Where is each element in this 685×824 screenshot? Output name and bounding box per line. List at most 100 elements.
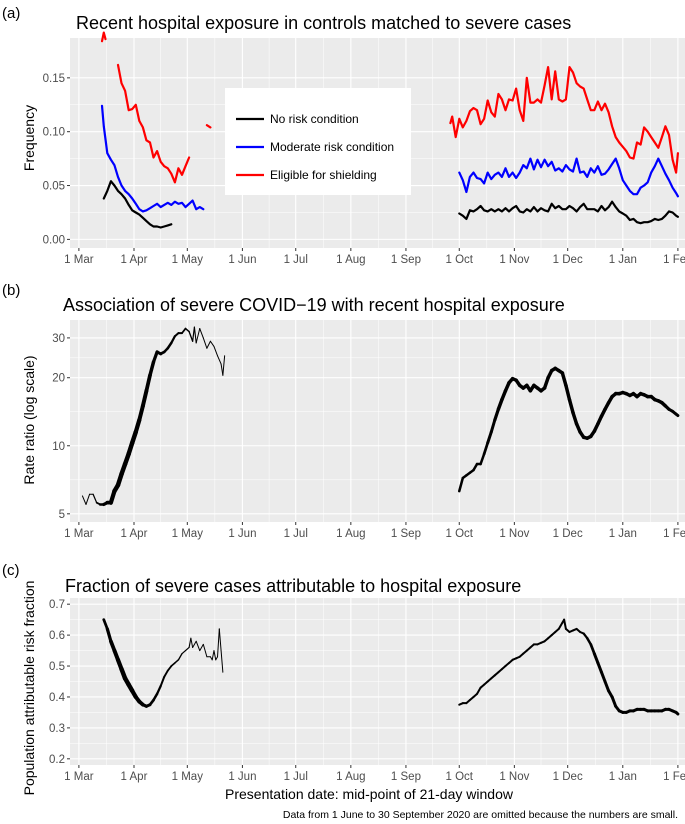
series-line-no-risk-condition xyxy=(102,180,173,229)
x-tick-label: 1 Jul xyxy=(284,528,308,540)
panel-b: (b) Association of severe COVID−19 with … xyxy=(2,282,685,540)
series-segment-rate-ratio xyxy=(133,417,142,435)
series-segment-paf-spring- xyxy=(199,643,204,652)
legend-label-moderate: Moderate risk condition xyxy=(270,140,394,154)
legend-box xyxy=(225,88,411,195)
series-segment-rate-ratio xyxy=(193,326,197,344)
series-segment-paf-spring- xyxy=(102,618,109,631)
y-tick-label: 0.4 xyxy=(49,692,66,704)
series-segment-rate-ratio xyxy=(144,373,152,393)
x-tick-label: 1 Jan xyxy=(609,254,637,266)
x-tick-label: 1 Feb xyxy=(663,254,685,266)
y-tick-label: 0.5 xyxy=(49,661,65,673)
x-tick-label: 1 Nov xyxy=(499,771,529,783)
x-tick-label: 1 Jun xyxy=(228,771,256,783)
series-segment-rate-ratio-autumn- xyxy=(564,383,572,402)
panel-a-title: Recent hospital exposure in controls mat… xyxy=(76,13,571,33)
x-tick-label: 1 Jan xyxy=(609,771,637,783)
series-segment-paf-spring- xyxy=(181,649,187,655)
series-segment-rate-ratio xyxy=(137,403,145,423)
series-segment-paf-spring- xyxy=(190,637,194,648)
series-segment-paf-spring- xyxy=(195,640,201,652)
series-segment-rate-ratio-autumn- xyxy=(458,476,465,493)
x-tick-label: 1 May xyxy=(172,528,204,540)
x-tick-label: 1 Feb xyxy=(663,528,685,540)
series-segment-rate-ratio xyxy=(222,355,226,376)
panel-background xyxy=(70,320,685,522)
series-segment-rate-ratio xyxy=(140,388,149,408)
series-segment-rate-ratio xyxy=(81,495,87,505)
x-tick-label: 1 Aug xyxy=(336,254,365,266)
series-segment-paf-spring- xyxy=(152,692,159,702)
series-segment-paf-autumn- xyxy=(592,652,600,665)
panel-c-plot: 0.2 0.3 0.4 0.5 0.6 0.7 1 Mar 1 Apr 1 May 1 Jun 1 … xyxy=(49,598,685,783)
x-tick-label: 1 Jan xyxy=(609,528,637,540)
series-line-moderate-risk-condition xyxy=(100,104,205,213)
series-segment-rate-ratio-autumn- xyxy=(674,412,680,418)
panel-b-plot: 5 10 20 30 1 Mar 1 Apr 1 May 1 Jun 1 Jul 1 Aug 1 S… xyxy=(52,320,685,540)
series-segment-rate-ratio-autumn- xyxy=(560,371,568,388)
panel-b-letter: (b) xyxy=(2,282,20,299)
legend-label-no-risk: No risk condition xyxy=(270,112,359,126)
x-tick-label: 1 Jul xyxy=(284,254,308,266)
series-segment-paf-spring- xyxy=(188,637,192,649)
x-tick-label: 1 Apr xyxy=(121,254,148,266)
series-segment-paf-spring- xyxy=(202,643,208,658)
y-tick-label: 0.00 xyxy=(43,234,65,246)
x-tick-label: 1 Nov xyxy=(499,528,529,540)
panel-b-title: Association of severe COVID−19 with rece… xyxy=(63,295,565,315)
series-segment-paf-spring- xyxy=(155,685,162,695)
panel-a-legend: No risk condition Moderate risk conditio… xyxy=(225,88,411,195)
series-segment-paf-autumn- xyxy=(596,661,603,674)
series-segment-rate-ratio xyxy=(213,345,219,357)
y-tick-label: 0.6 xyxy=(49,630,65,642)
panel-c: (c) Fraction of severe cases attributabl… xyxy=(2,562,685,795)
x-tick-label: 1 Apr xyxy=(121,528,148,540)
y-tick-label: 0.10 xyxy=(43,127,65,139)
y-tick-label: 0.7 xyxy=(49,599,65,611)
series-segment-rate-ratio xyxy=(199,328,204,339)
series-segment-rate-ratio-autumn- xyxy=(493,407,500,422)
x-tick-label: 1 Jun xyxy=(228,254,256,266)
x-tick-label: 1 Mar xyxy=(64,254,94,266)
series-segment-rate-ratio-autumn- xyxy=(486,430,493,445)
series-segment-paf-spring- xyxy=(170,662,176,667)
x-tick-label: 1 Dec xyxy=(553,254,583,266)
x-tick-label: 1 Sep xyxy=(391,771,421,783)
series-line-eligible-for-shielding xyxy=(449,65,680,174)
series-segment-rate-ratio xyxy=(188,330,194,342)
series-segment-paf-autumn- xyxy=(674,710,680,716)
series-segment-paf-spring- xyxy=(163,669,169,678)
series-segment-rate-ratio xyxy=(184,327,190,333)
series-segment-paf-spring- xyxy=(217,628,220,658)
series-segment-rate-ratio xyxy=(202,337,208,349)
x-tick-label: 1 May xyxy=(172,254,204,266)
series-segment-rate-ratio xyxy=(181,327,187,334)
x-tick-label: 1 Aug xyxy=(336,771,365,783)
panel-a-plot: 0.00 0.05 0.10 0.15 1 Mar 1 Apr 1 May 1 Jun 1 Ju… xyxy=(43,31,685,266)
x-tick-label: 1 Apr xyxy=(121,771,148,783)
x-tick-label: 1 Sep xyxy=(391,254,421,266)
y-tick-label: 5 xyxy=(59,509,65,521)
legend-label-shielding: Eligible for shielding xyxy=(270,168,377,182)
x-tick-label: 1 Jun xyxy=(228,528,256,540)
x-axis-label: Presentation date: mid-point of 21-day w… xyxy=(225,786,514,802)
x-tick-label: 1 May xyxy=(172,771,204,783)
series-segment-paf-autumn- xyxy=(599,670,607,683)
x-tick-label: 1 Mar xyxy=(64,528,94,540)
series-segment-paf-spring- xyxy=(213,650,217,661)
series-segment-paf-spring- xyxy=(159,675,166,688)
series-line-eligible-for-shielding xyxy=(116,63,191,184)
series-segment-rate-ratio xyxy=(195,328,201,344)
series-segment-paf-autumn- xyxy=(603,680,611,693)
x-tick-label: 1 Oct xyxy=(446,254,474,266)
series-segment-rate-ratio xyxy=(148,360,156,378)
series-segment-paf-spring- xyxy=(211,650,215,661)
series-segment-rate-ratio xyxy=(209,340,215,347)
footnote: Data from 1 June to 30 September 2020 ar… xyxy=(283,809,678,821)
series-segment-paf-autumn- xyxy=(557,621,564,630)
series-line-eligible-for-shielding xyxy=(205,124,212,129)
x-tick-label: 1 Oct xyxy=(446,771,474,783)
panel-a: (a) Recent hospital exposure in controls… xyxy=(2,5,685,266)
